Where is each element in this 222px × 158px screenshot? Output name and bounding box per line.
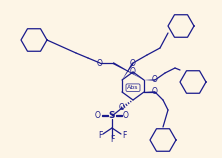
Polygon shape	[113, 62, 144, 80]
Text: O: O	[97, 58, 103, 67]
Text: O: O	[152, 88, 158, 97]
Polygon shape	[144, 91, 155, 93]
Text: O: O	[130, 67, 136, 76]
Text: Abs: Abs	[127, 85, 139, 90]
Text: O: O	[152, 76, 158, 85]
Text: F: F	[110, 136, 114, 145]
Polygon shape	[144, 79, 155, 81]
Polygon shape	[122, 62, 134, 80]
Text: F: F	[98, 131, 102, 140]
Text: O: O	[130, 58, 136, 67]
Text: O: O	[95, 112, 101, 121]
Text: F: F	[122, 131, 126, 140]
Text: S: S	[109, 112, 115, 121]
Text: O: O	[119, 103, 125, 112]
Text: O: O	[123, 112, 129, 121]
